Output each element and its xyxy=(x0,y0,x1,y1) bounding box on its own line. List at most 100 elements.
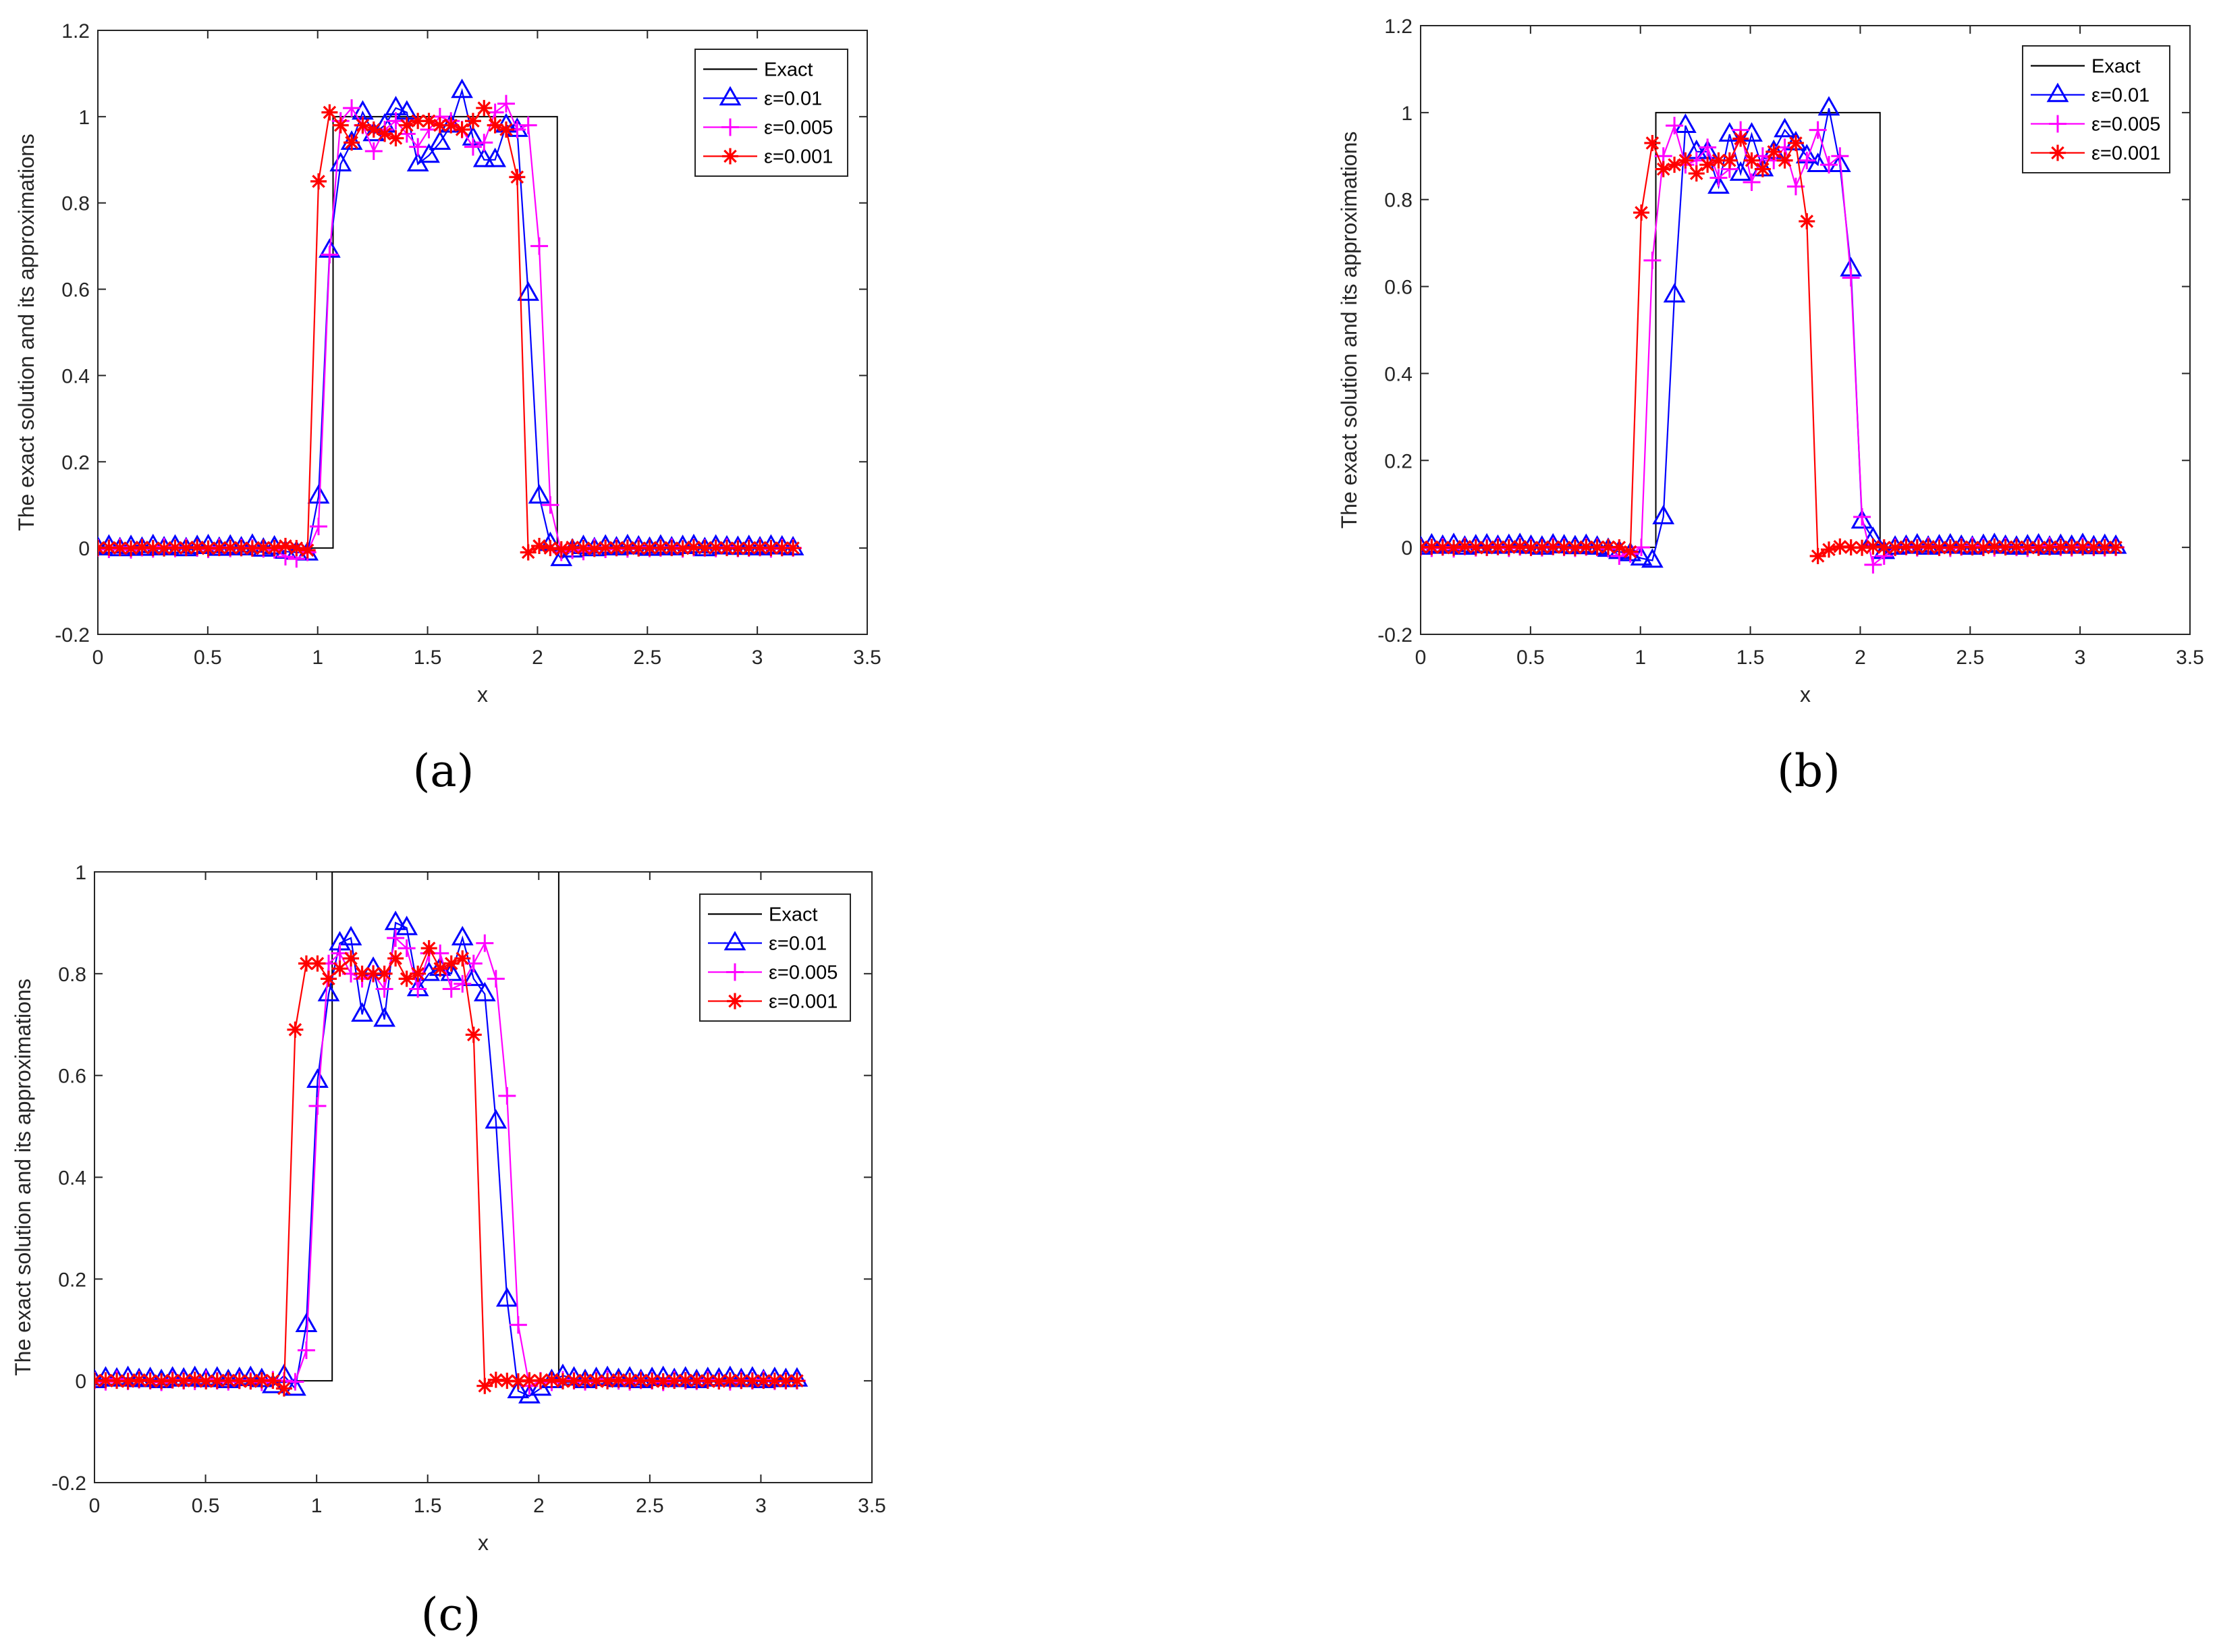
data-point xyxy=(420,113,437,130)
data-point xyxy=(2085,539,2102,556)
x-tick-label: 2 xyxy=(533,1495,545,1517)
data-point xyxy=(189,539,206,555)
data-point xyxy=(2030,539,2047,556)
data-point xyxy=(1831,147,1849,165)
series-plus xyxy=(1421,117,2125,574)
legend-marker xyxy=(726,963,744,981)
data-point xyxy=(554,1373,571,1389)
data-point xyxy=(476,934,494,952)
y-axis-label: The exact solution and its approximation… xyxy=(1337,132,1361,529)
data-point xyxy=(429,130,451,150)
data-point xyxy=(1566,539,1583,556)
data-point xyxy=(97,1372,114,1389)
data-point xyxy=(1832,538,1848,555)
data-point xyxy=(1741,122,1763,142)
data-point xyxy=(177,540,194,557)
data-point xyxy=(418,143,440,163)
data-point xyxy=(740,540,757,557)
data-point xyxy=(487,117,503,134)
data-point xyxy=(542,540,559,557)
data-point xyxy=(1500,539,1517,556)
data-point xyxy=(1809,121,1827,139)
data-point xyxy=(1512,538,1529,555)
data-point xyxy=(387,950,404,967)
data-point xyxy=(1578,539,1595,555)
data-point xyxy=(454,974,472,993)
series-line xyxy=(98,102,794,560)
panel-label: (c) xyxy=(421,1589,481,1641)
data-point xyxy=(1688,165,1705,182)
series-line xyxy=(94,946,797,1390)
data-point xyxy=(566,1373,582,1389)
y-tick-label: -0.2 xyxy=(51,1472,86,1495)
legend-label: ε=0.01 xyxy=(2091,85,2149,107)
x-axis-label: x xyxy=(477,682,488,707)
data-point xyxy=(443,117,460,134)
data-point xyxy=(1854,539,1871,556)
legend-marker xyxy=(719,86,742,106)
exact-line xyxy=(1421,111,2116,549)
data-point xyxy=(409,138,427,156)
data-point xyxy=(142,1373,159,1389)
data-point xyxy=(1798,151,1816,169)
data-point xyxy=(431,117,448,134)
data-point xyxy=(255,539,272,556)
data-point xyxy=(384,910,407,931)
plot-area xyxy=(98,78,804,568)
series-star xyxy=(94,940,805,1397)
data-point xyxy=(144,540,161,557)
data-point xyxy=(520,544,537,561)
y-tick-label: 0.4 xyxy=(61,365,90,387)
data-point xyxy=(266,540,283,557)
x-axis-label: x xyxy=(1800,682,1811,707)
series-line xyxy=(1421,123,2116,566)
axes-box xyxy=(1420,25,2191,635)
data-point xyxy=(320,970,337,987)
data-point xyxy=(307,484,330,504)
data-point xyxy=(2096,539,2113,556)
data-point xyxy=(1931,539,1948,556)
data-point xyxy=(1721,152,1738,169)
x-tick-label: 0 xyxy=(92,646,104,669)
data-point xyxy=(610,1371,627,1388)
data-point xyxy=(1743,152,1760,169)
data-point xyxy=(476,100,493,117)
data-point xyxy=(597,539,614,556)
data-point xyxy=(200,540,217,557)
data-point xyxy=(442,980,460,998)
data-point xyxy=(123,540,140,557)
data-point xyxy=(1729,161,1752,181)
legend-marker xyxy=(722,148,738,165)
data-point xyxy=(410,965,427,982)
data-point xyxy=(528,484,551,504)
data-point xyxy=(222,539,239,556)
data-point xyxy=(763,540,779,557)
data-point xyxy=(164,1372,181,1389)
data-point xyxy=(588,1373,605,1389)
data-point xyxy=(1898,539,1915,555)
legend-marker xyxy=(727,993,743,1010)
data-point xyxy=(1887,539,1904,556)
data-point xyxy=(244,540,261,557)
data-point xyxy=(752,539,769,556)
data-point xyxy=(462,966,485,987)
data-point xyxy=(1920,538,1937,555)
data-point xyxy=(451,78,473,99)
series-star xyxy=(98,100,802,561)
x-tick-label: 3 xyxy=(752,646,763,669)
data-point xyxy=(410,113,427,130)
data-point xyxy=(265,1373,281,1389)
data-point xyxy=(284,1376,306,1396)
data-point xyxy=(485,1109,508,1129)
data-point xyxy=(1707,174,1730,194)
x-tick-label: 0 xyxy=(89,1495,101,1517)
data-point xyxy=(119,1373,136,1389)
data-point xyxy=(186,1371,203,1388)
data-point xyxy=(517,281,540,301)
legend-label: Exact xyxy=(764,59,813,81)
data-point xyxy=(387,929,405,947)
data-point xyxy=(521,1372,538,1389)
data-point xyxy=(1666,157,1683,173)
data-point xyxy=(619,539,636,556)
